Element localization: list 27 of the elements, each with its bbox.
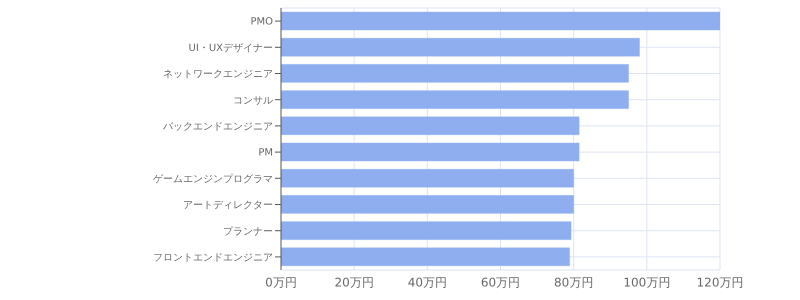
y-tick-label: バックエンドエンジニア — [162, 121, 273, 132]
x-tick-label: 0万円 — [265, 276, 297, 290]
y-tick-label: フロントエンドエンジニア — [153, 252, 273, 264]
x-tick-label: 100万円 — [623, 276, 670, 290]
bar — [281, 64, 630, 83]
bar — [281, 38, 640, 57]
bar — [281, 116, 580, 136]
bar — [281, 194, 574, 214]
x-tick-label: 20万円 — [334, 276, 374, 290]
y-tick-label: プランナー — [223, 225, 273, 238]
x-tick-label: 120万円 — [696, 276, 744, 290]
bar — [281, 12, 720, 30]
y-tick-label: コンサル — [233, 95, 273, 106]
bar — [281, 90, 630, 110]
x-tick-label: 40万円 — [408, 276, 447, 290]
x-tick-label: 60万円 — [480, 276, 520, 290]
bar — [281, 168, 574, 188]
y-tick-label: UI・UXデザイナー — [188, 42, 273, 54]
y-tick-label: アートディレクター — [183, 200, 273, 212]
bar — [281, 247, 570, 266]
bar — [281, 221, 572, 240]
y-tick-label: PMO — [250, 16, 274, 28]
x-tick-label: 80万円 — [554, 276, 594, 290]
y-tick-label: ゲームエンジンプログラマ — [153, 172, 273, 185]
y-tick-label: PM — [258, 148, 273, 159]
y-tick-label: ネットワークエンジニア — [163, 69, 273, 80]
bar — [281, 142, 580, 162]
